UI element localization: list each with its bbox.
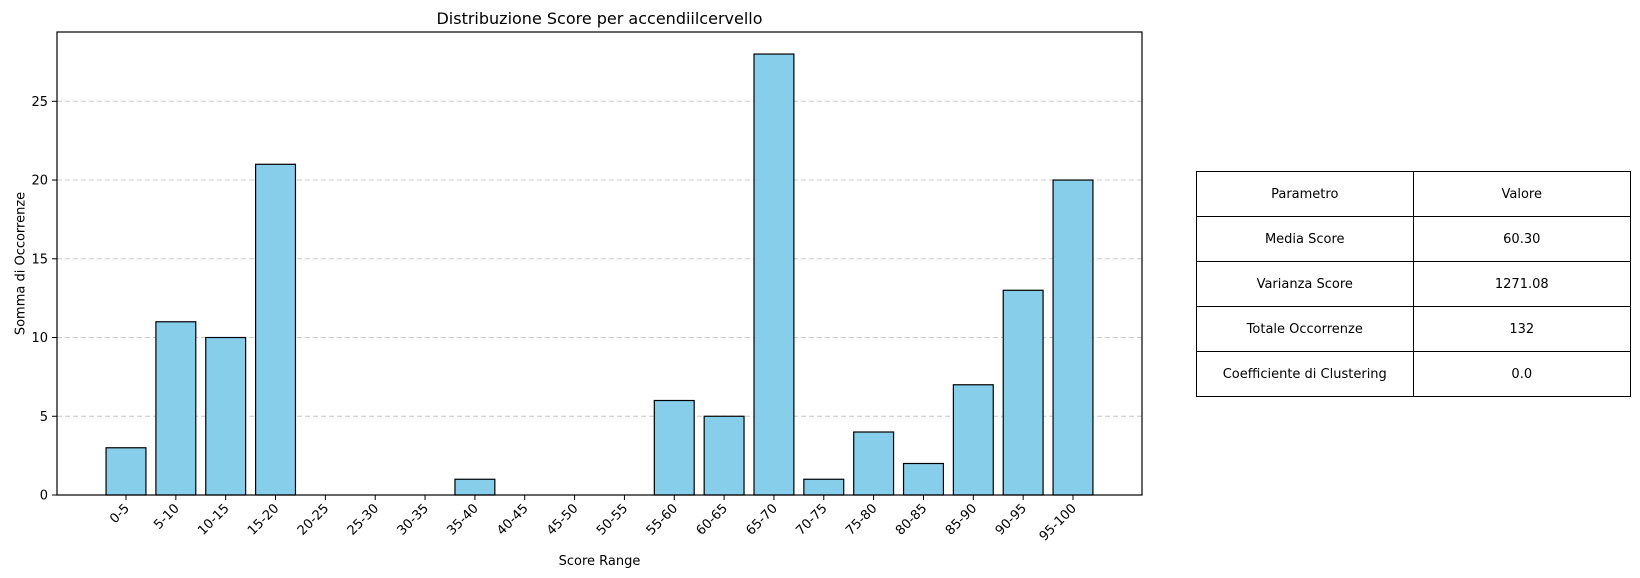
x-tick-label: 85-90 [943,501,980,538]
x-tick-label: 65-70 [743,501,780,538]
x-tick-label: 30-35 [395,501,432,538]
bar-95-100 [1052,179,1094,496]
bar-chart: 0 5 10 15 20 25 0-5 5-10 10-15 15-20 20-25 25-30 30-… [14,9,1143,569]
x-tick-label: 35-40 [444,501,481,538]
table-row: Totale Occorrenze 132 [1196,306,1632,352]
table-row: Coefficiente di Clustering 0.0 [1196,351,1632,397]
y-tick-label: 20 [31,174,48,189]
table-cell-param: Totale Occorrenze [1196,306,1414,352]
x-tick-label: 10-15 [195,501,232,538]
bar-70-75 [803,478,845,496]
plot-frame [56,31,1143,496]
x-tick-label: 50-55 [594,501,631,538]
x-tick-label: 95-100 [1037,501,1080,544]
table-cell-value: 60.30 [1412,216,1632,262]
bar-65-70 [753,53,795,496]
bar-80-85 [902,462,945,496]
bar-0-5 [105,447,147,496]
bar-60-65 [703,415,745,496]
x-tick-label: 0-5 [107,501,133,527]
table-cell-param: Varianza Score [1196,261,1414,307]
table-cell-value: 1271.08 [1412,261,1632,307]
x-tick-label: 45-50 [544,501,581,538]
x-tick-label: 75-80 [843,501,880,538]
bar-85-90 [952,384,994,496]
bar-10-15 [205,336,247,496]
y-tick-label: 15 [31,252,48,267]
stats-table: Parametro Valore Media Score 60.30 Varia… [1196,171,1632,397]
table-cell-param: Media Score [1196,216,1414,262]
x-tick-label: 40-45 [494,501,531,538]
table-header-row: Parametro Valore [1196,171,1632,217]
bar-75-80 [853,431,895,496]
x-tick-label: 80-85 [893,501,930,538]
y-axis-title: Somma di Occorrenze [14,192,29,335]
x-tick-label: 15-20 [245,501,282,538]
table-header-param: Parametro [1196,171,1414,217]
table-cell-param: Coefficiente di Clustering [1196,351,1414,397]
table-row: Varianza Score 1271.08 [1196,261,1632,307]
y-tick-label: 25 [31,95,48,110]
x-tick-label: 25-30 [345,501,382,538]
table-cell-value: 0.0 [1412,351,1632,397]
bar-5-10 [155,321,197,496]
bar-15-20 [254,163,297,496]
x-tick-label: 20-25 [295,501,332,538]
bars-layer [105,53,1094,496]
y-tick-label: 0 [40,489,48,504]
table-row: Media Score 60.30 [1196,216,1632,262]
chart-title: Distribuzione Score per accendiilcervell… [436,9,762,28]
bar-35-40 [454,478,496,496]
x-tick-label: 70-75 [793,501,830,538]
bar-90-95 [1002,289,1044,496]
bar-55-60 [653,399,695,496]
table-cell-value: 132 [1412,306,1632,352]
x-tick-label: 60-65 [694,501,731,538]
x-tick-label: 5-10 [151,501,182,532]
table-header-value: Valore [1412,171,1632,217]
y-tick-label: 10 [31,331,48,346]
y-tick-label: 5 [40,410,48,425]
x-axis-title: Score Range [559,554,641,569]
x-tick-label: 90-95 [993,501,1030,538]
x-tick-label: 55-60 [644,501,681,538]
